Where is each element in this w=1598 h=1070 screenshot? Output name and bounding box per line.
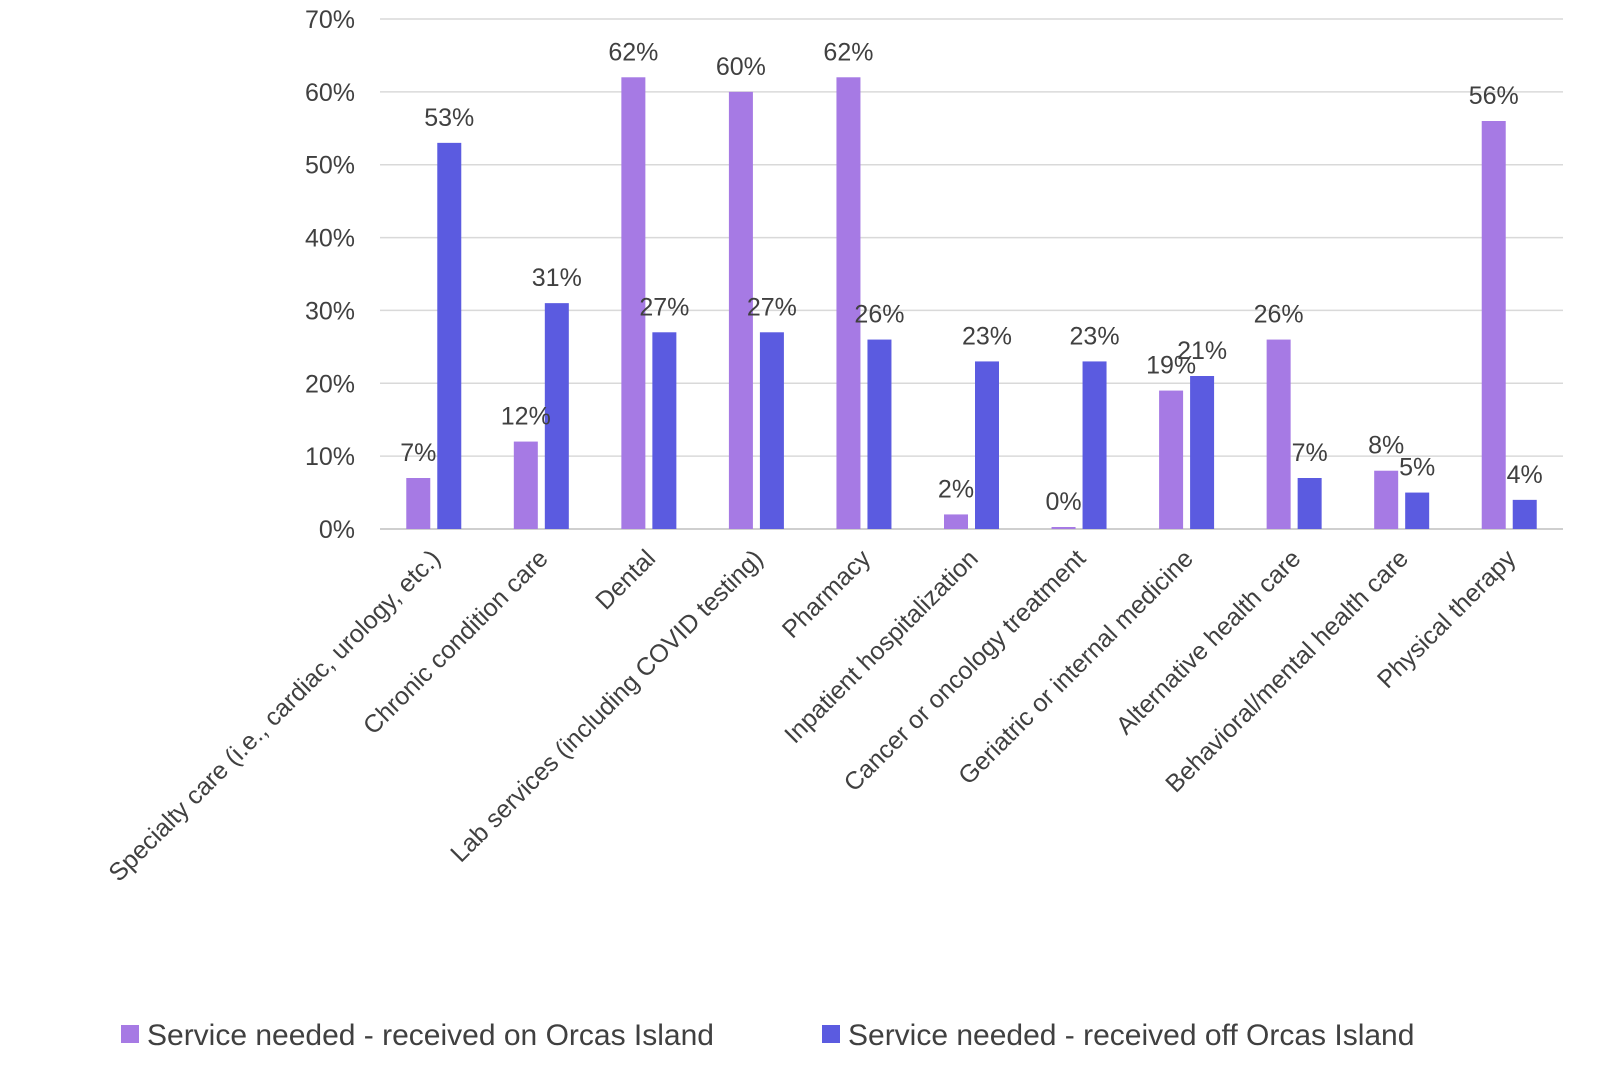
data-label: 4% bbox=[1507, 461, 1543, 489]
bar-on-island bbox=[513, 441, 538, 529]
data-label: 31% bbox=[532, 264, 582, 292]
data-label: 8% bbox=[1368, 432, 1404, 460]
category-label: Pharmacy bbox=[777, 544, 877, 644]
y-tick-label: 60% bbox=[305, 79, 355, 107]
gridlines bbox=[380, 18, 1563, 530]
bar-off-island bbox=[1082, 361, 1107, 529]
bar-off-island bbox=[1297, 478, 1322, 529]
data-labels: 7% 53% 12% 31% 62% 27% 60% 27% 62% 26% 2% 23% 0% 23% 1… bbox=[400, 38, 1543, 516]
data-label: 12% bbox=[501, 403, 551, 431]
data-label: 62% bbox=[608, 38, 658, 66]
data-label: 2% bbox=[938, 475, 974, 503]
y-tick-label: 50% bbox=[305, 152, 355, 180]
data-label: 7% bbox=[1292, 439, 1328, 467]
y-tick-label: 0% bbox=[319, 516, 355, 544]
category-label: Inpatient hospitalization bbox=[779, 544, 984, 749]
data-label: 27% bbox=[747, 293, 797, 321]
y-tick-label: 20% bbox=[305, 370, 355, 398]
bar-off-island bbox=[1190, 376, 1215, 529]
data-label: 60% bbox=[716, 53, 766, 81]
legend: Service needed - received on Orcas Islan… bbox=[121, 1019, 1414, 1052]
data-label: 27% bbox=[639, 293, 689, 321]
data-label: 56% bbox=[1469, 82, 1519, 110]
legend-label: Service needed - received off Orcas Isla… bbox=[848, 1019, 1414, 1052]
bar-on-island bbox=[728, 91, 753, 529]
bar-off-island bbox=[437, 142, 462, 529]
bar-on-island bbox=[1481, 121, 1506, 529]
data-label: 5% bbox=[1399, 454, 1435, 482]
bar-off-island bbox=[759, 332, 784, 529]
data-label: 62% bbox=[823, 38, 873, 66]
bars bbox=[406, 77, 1537, 530]
bar-off-island bbox=[867, 339, 892, 529]
bar-on-island bbox=[406, 478, 431, 529]
y-axis-ticks: 0% 10% 20% 30% 40% 50% 60% 70% bbox=[305, 6, 355, 544]
category-label: Chronic condition care bbox=[358, 544, 554, 740]
data-label: 26% bbox=[1254, 301, 1304, 329]
bar-on-island bbox=[621, 77, 646, 530]
data-label: 26% bbox=[854, 301, 904, 329]
bar-off-island bbox=[975, 361, 999, 529]
data-label: 23% bbox=[1070, 322, 1120, 350]
data-label: 19% bbox=[1146, 352, 1196, 380]
data-label: 23% bbox=[962, 322, 1012, 350]
legend-label: Service needed - received on Orcas Islan… bbox=[147, 1019, 714, 1052]
y-tick-label: 30% bbox=[305, 297, 355, 325]
data-label: 0% bbox=[1045, 488, 1081, 516]
category-label: Geriatric or internal medicine bbox=[953, 544, 1199, 790]
bar-off-island bbox=[652, 332, 677, 529]
bar-on-island bbox=[1159, 390, 1184, 529]
bar-on-island bbox=[836, 77, 861, 530]
legend-swatch bbox=[121, 1025, 139, 1043]
bar-on-island bbox=[1374, 470, 1399, 529]
y-tick-label: 40% bbox=[305, 225, 355, 253]
bar-on-island bbox=[1051, 527, 1076, 529]
data-label: 7% bbox=[400, 439, 436, 467]
legend-swatch bbox=[822, 1025, 840, 1043]
bar-off-island bbox=[544, 303, 569, 529]
data-label: 21% bbox=[1177, 337, 1227, 365]
data-label: 53% bbox=[424, 104, 474, 132]
y-tick-label: 70% bbox=[305, 6, 355, 34]
bar-on-island bbox=[944, 514, 968, 529]
bar-on-island bbox=[1266, 339, 1291, 529]
bar-off-island bbox=[1512, 499, 1537, 529]
y-tick-label: 10% bbox=[305, 443, 355, 471]
x-axis-categories: Specialty care (i.e., cardiac, urology, … bbox=[103, 544, 1522, 887]
category-label: Alternative health care bbox=[1111, 544, 1307, 740]
category-label: Dental bbox=[590, 544, 661, 615]
bar-off-island bbox=[1405, 492, 1430, 529]
